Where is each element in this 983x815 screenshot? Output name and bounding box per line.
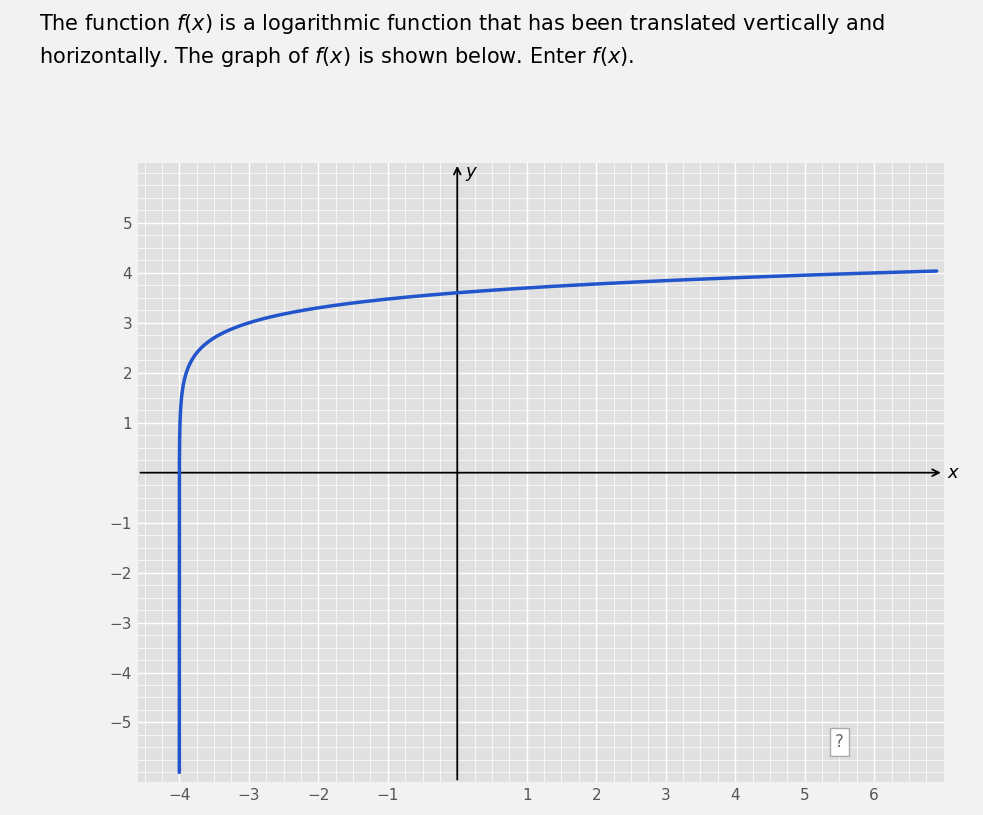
Text: The function $f(x)$ is a logarithmic function that has been translated verticall: The function $f(x)$ is a logarithmic fun… (39, 12, 885, 36)
Text: ?: ? (835, 734, 843, 751)
Text: horizontally. The graph of $f(x)$ is shown below. Enter $f(x)$.: horizontally. The graph of $f(x)$ is sho… (39, 45, 635, 68)
Text: $x$: $x$ (948, 464, 960, 482)
Text: $y$: $y$ (465, 165, 478, 183)
